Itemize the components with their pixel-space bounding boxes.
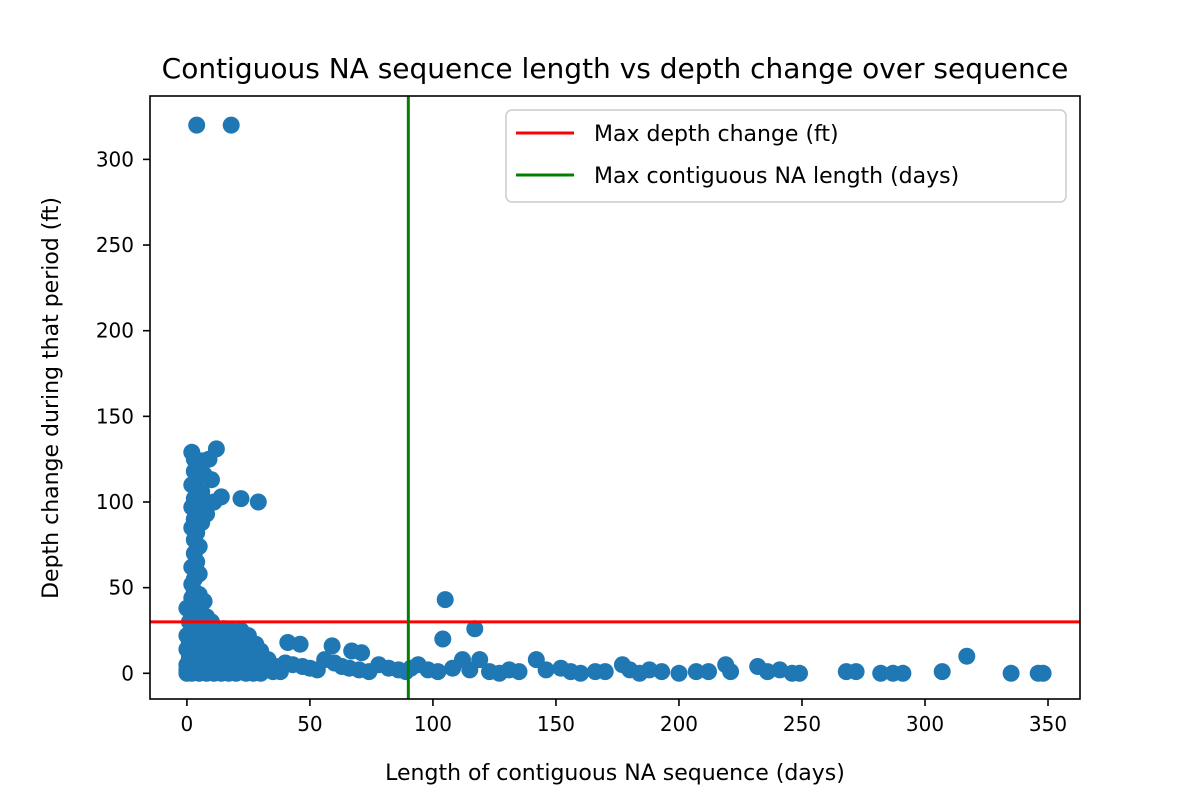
data-point	[461, 661, 479, 679]
x-axis-label: Length of contiguous NA sequence (days)	[385, 761, 845, 786]
y-axis-ticks: 0 50 100 150 200 250 300	[96, 147, 150, 685]
x-tick-label: 300	[906, 712, 944, 736]
data-point	[291, 635, 309, 653]
data-point	[722, 663, 740, 681]
data-point	[232, 490, 250, 508]
x-tick-label: 200	[660, 712, 698, 736]
y-tick-label: 50	[109, 576, 134, 600]
data-point	[653, 663, 671, 681]
data-point	[434, 630, 452, 648]
y-tick-label: 0	[121, 661, 134, 685]
data-point	[212, 488, 230, 506]
data-point	[178, 599, 196, 617]
legend: Max depth change (ft) Max contiguous NA …	[505, 109, 1067, 203]
x-tick-label: 0	[181, 712, 194, 736]
y-tick-label: 300	[96, 147, 134, 171]
x-tick-label: 150	[537, 712, 575, 736]
data-point	[180, 658, 198, 675]
x-tick-label: 50	[297, 712, 322, 736]
data-point	[933, 663, 951, 681]
legend-box	[505, 109, 1067, 203]
data-point	[429, 663, 447, 681]
y-tick-label: 250	[96, 233, 134, 257]
data-point	[537, 661, 555, 679]
data-point	[249, 493, 267, 511]
data-point	[510, 663, 528, 681]
data-point	[353, 644, 371, 662]
data-point	[872, 664, 890, 682]
y-tick-label: 150	[96, 404, 134, 428]
reference-lines	[150, 96, 1080, 699]
plot-frame	[149, 95, 1081, 700]
data-point	[791, 664, 808, 682]
data-point	[444, 659, 462, 677]
data-point	[572, 664, 590, 682]
data-points	[178, 116, 1052, 682]
data-point	[687, 663, 705, 681]
data-point	[436, 591, 454, 609]
x-tick-label: 100	[414, 712, 452, 736]
x-tick-label: 250	[783, 712, 821, 736]
data-point	[203, 471, 220, 489]
y-tick-label: 100	[96, 490, 134, 514]
data-point	[323, 637, 341, 655]
y-tick-label: 200	[96, 319, 134, 343]
data-point	[222, 116, 240, 134]
x-axis-ticks: 0 50 100 150 200 250 300 350	[181, 699, 1067, 736]
data-point	[1034, 664, 1052, 682]
data-point	[670, 664, 688, 682]
data-point	[1002, 664, 1020, 682]
data-point	[700, 663, 717, 681]
y-axis-label: Depth change during that period (ft)	[39, 197, 64, 599]
x-tick-label: 350	[1029, 712, 1067, 736]
legend-label-max-depth: Max depth change (ft)	[594, 122, 839, 147]
data-point	[958, 647, 976, 665]
data-point	[847, 663, 865, 681]
data-point	[200, 450, 218, 468]
data-point	[466, 620, 484, 638]
data-point	[894, 664, 912, 682]
data-point	[188, 116, 206, 134]
chart-title: Contiguous NA sequence length vs depth c…	[162, 52, 1069, 85]
legend-label-max-length: Max contiguous NA length (days)	[594, 164, 959, 189]
data-point	[596, 663, 614, 681]
